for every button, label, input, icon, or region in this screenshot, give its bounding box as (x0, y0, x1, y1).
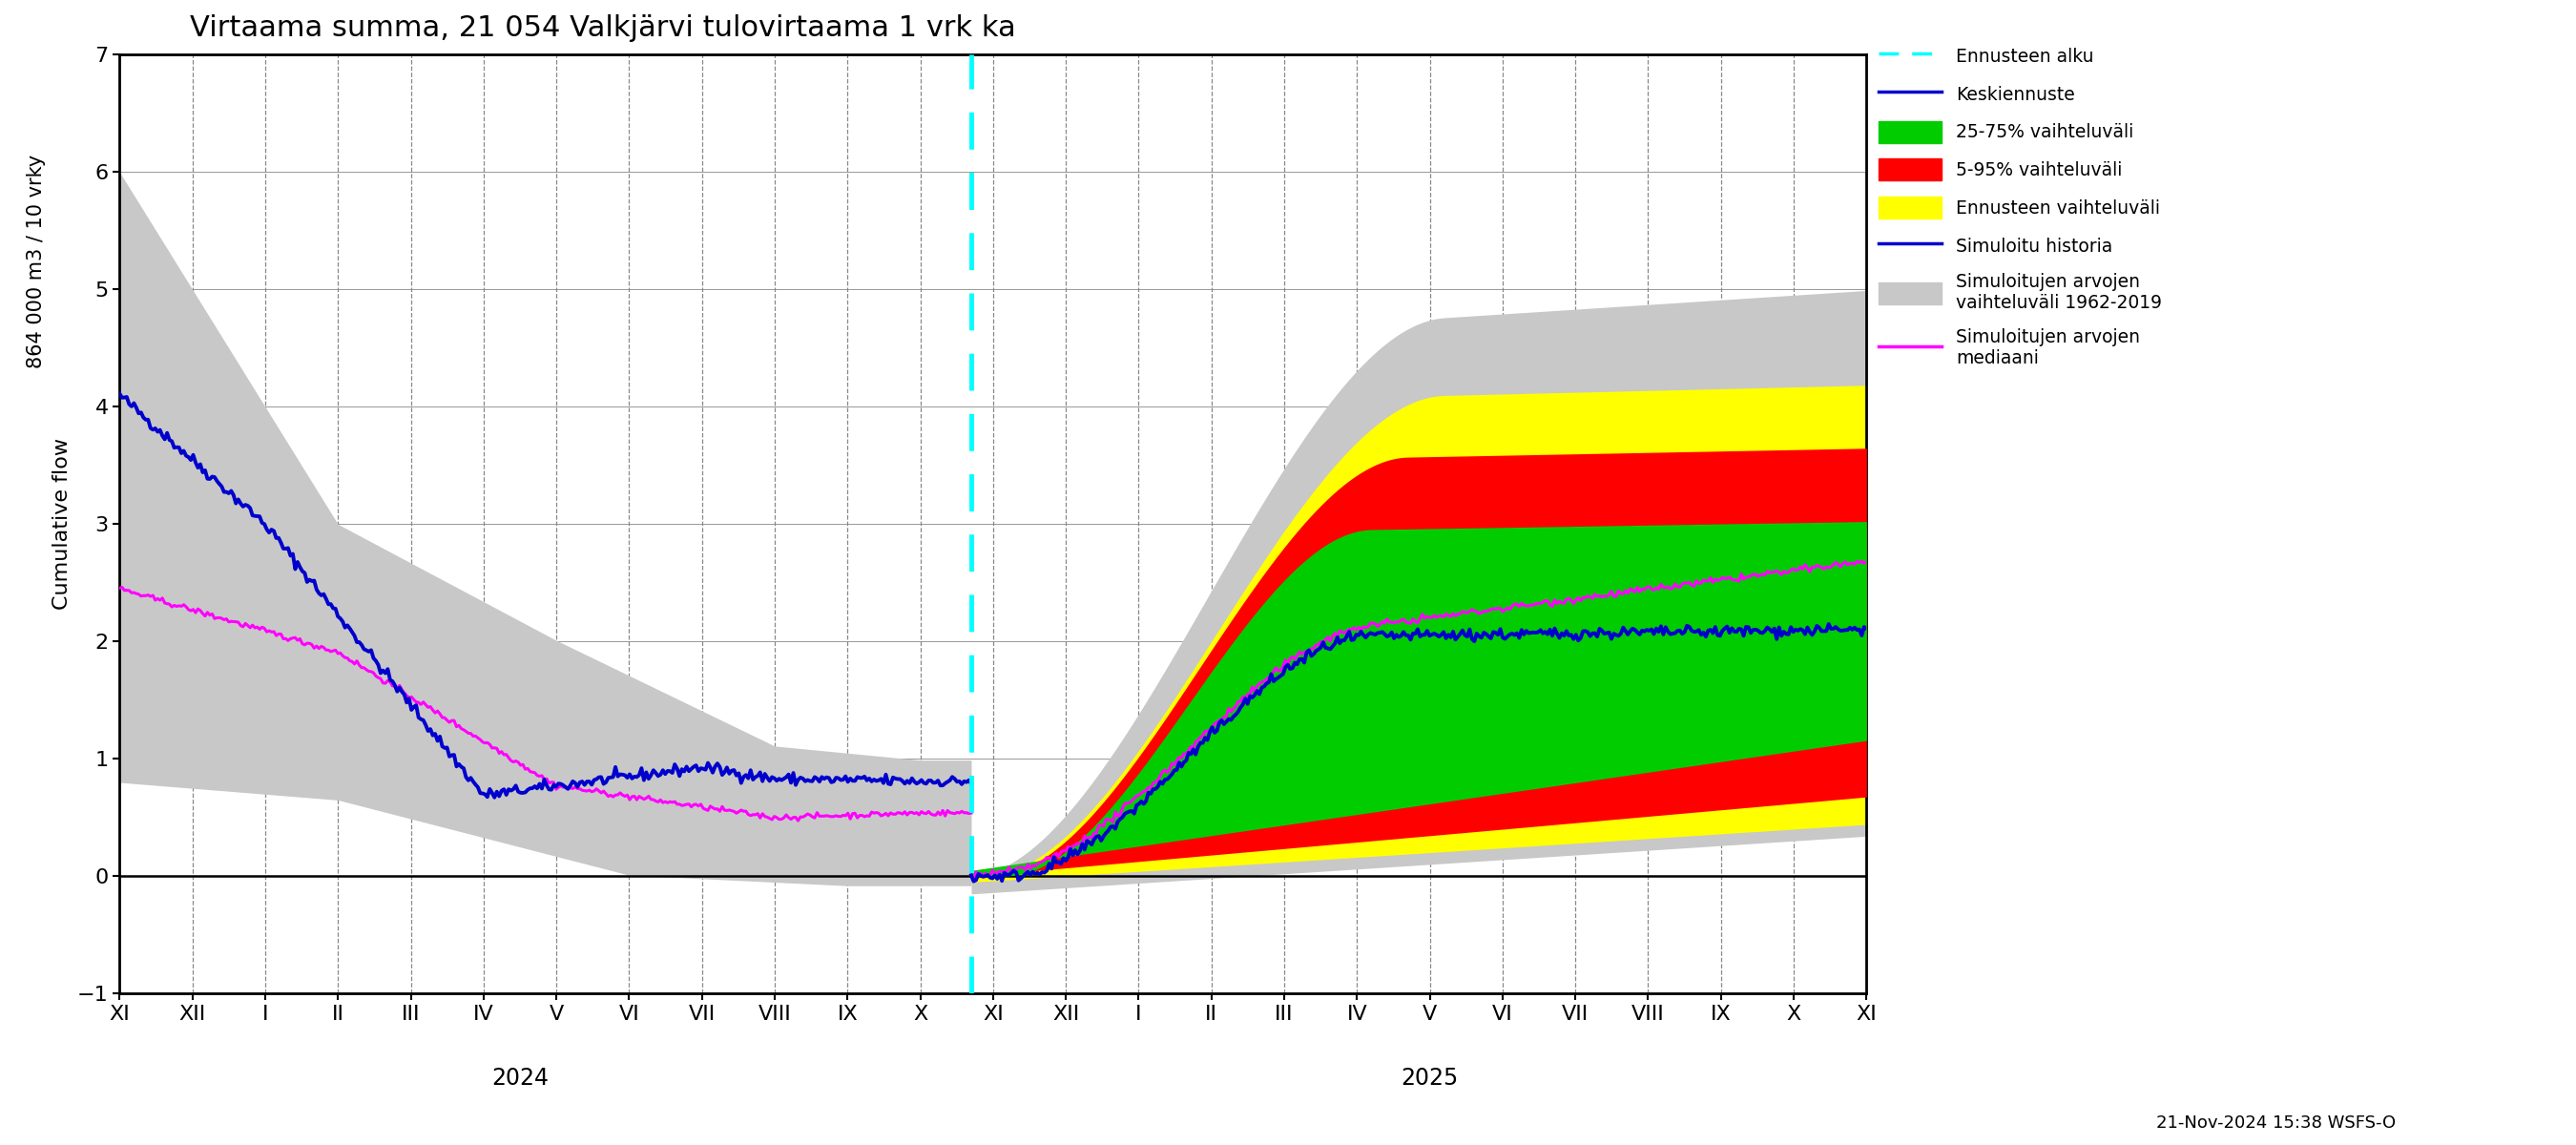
Text: 2024: 2024 (492, 1066, 549, 1089)
Text: 21-Nov-2024 15:38 WSFS-O: 21-Nov-2024 15:38 WSFS-O (2156, 1114, 2396, 1131)
Y-axis label: Cumulative flow: Cumulative flow (52, 439, 72, 610)
Text: 864 000 m3 / 10 vrky: 864 000 m3 / 10 vrky (26, 155, 46, 369)
Text: Virtaama summa, 21 054 Valkjärvi tulovirtaama 1 vrk ka: Virtaama summa, 21 054 Valkjärvi tulovir… (191, 14, 1015, 42)
Legend: Ennusteen alku, Keskiennuste, 25-75% vaihteluväli, 5-95% vaihteluväli, Ennusteen: Ennusteen alku, Keskiennuste, 25-75% vai… (1878, 45, 2161, 366)
Text: 2025: 2025 (1401, 1066, 1458, 1089)
